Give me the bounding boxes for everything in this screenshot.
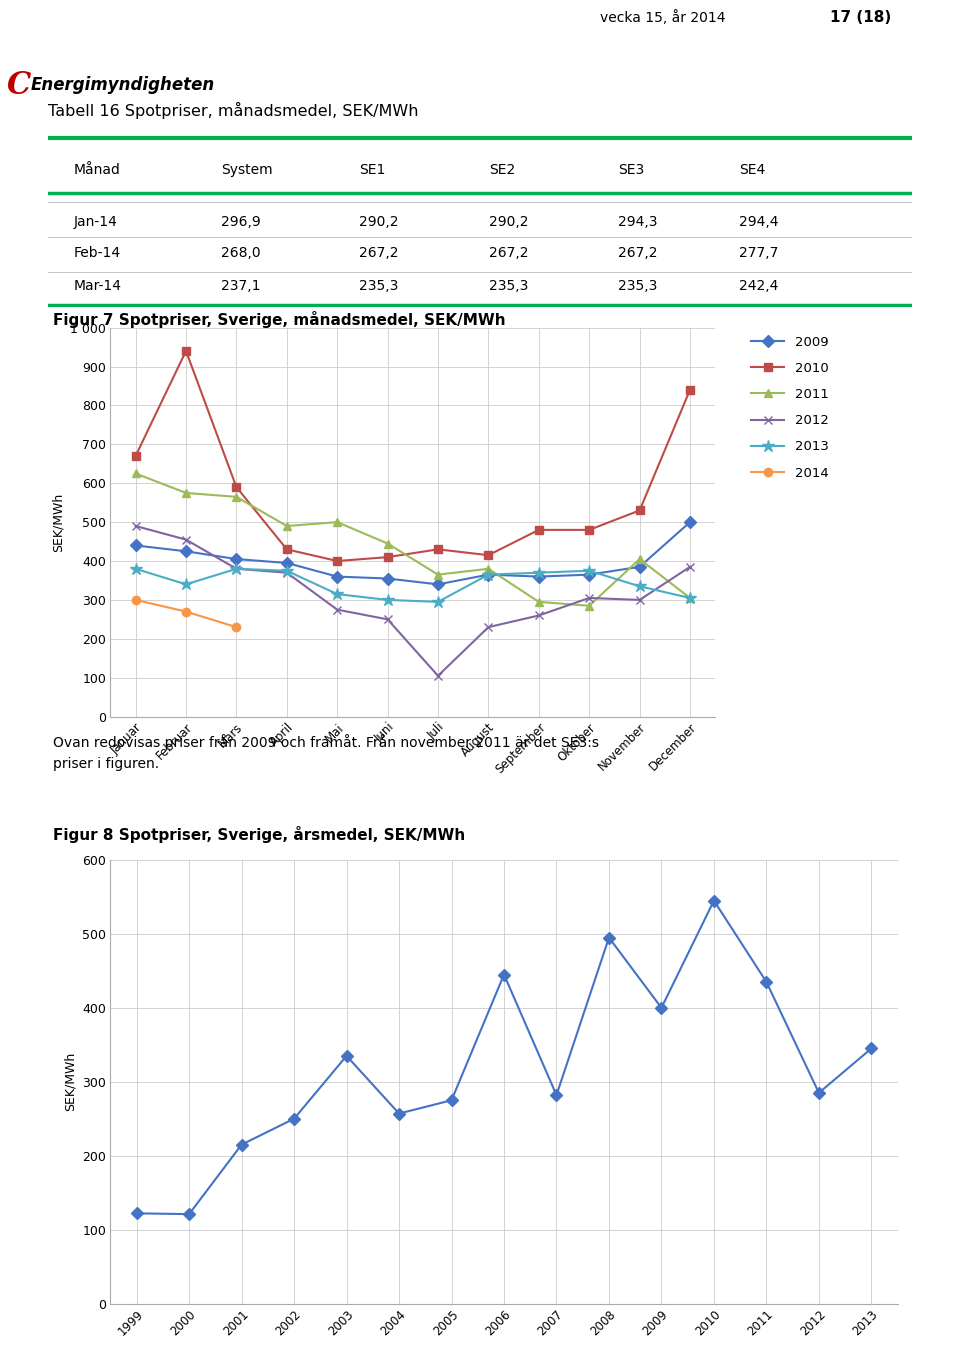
Text: 290,2: 290,2: [359, 214, 398, 229]
Text: 277,7: 277,7: [739, 246, 779, 261]
Text: Tabell 16 Spotpriser, månadsmedel, SEK/MWh: Tabell 16 Spotpriser, månadsmedel, SEK/M…: [48, 102, 419, 119]
Text: Mar-14: Mar-14: [74, 280, 122, 293]
Text: Figur 7 Spotpriser, Sverige, månadsmedel, SEK/MWh: Figur 7 Spotpriser, Sverige, månadsmedel…: [53, 311, 505, 328]
Text: Figur 8 Spotpriser, Sverige, årsmedel, SEK/MWh: Figur 8 Spotpriser, Sverige, årsmedel, S…: [53, 826, 465, 842]
Text: 235,3: 235,3: [359, 280, 398, 293]
Text: 268,0: 268,0: [221, 246, 260, 261]
Text: C: C: [7, 70, 31, 101]
Text: 294,3: 294,3: [618, 214, 658, 229]
Text: 235,3: 235,3: [489, 280, 528, 293]
Text: Ovan redovisas priser från 2009 och framåt. Från november 2011 är det SE3:s
pris: Ovan redovisas priser från 2009 och fram…: [53, 734, 599, 771]
Text: 235,3: 235,3: [618, 280, 658, 293]
Text: 294,4: 294,4: [739, 214, 779, 229]
Text: vecka 15, år 2014: vecka 15, år 2014: [600, 10, 726, 25]
Text: Jan-14: Jan-14: [74, 214, 118, 229]
Text: 290,2: 290,2: [489, 214, 528, 229]
Text: SE1: SE1: [359, 164, 385, 177]
Text: 267,2: 267,2: [489, 246, 528, 261]
Text: 242,4: 242,4: [739, 280, 779, 293]
Text: SE2: SE2: [489, 164, 515, 177]
Legend: 2009, 2010, 2011, 2012, 2013, 2014: 2009, 2010, 2011, 2012, 2013, 2014: [746, 330, 834, 485]
Text: 296,9: 296,9: [221, 214, 260, 229]
Text: SE4: SE4: [739, 164, 765, 177]
Text: 267,2: 267,2: [618, 246, 658, 261]
Y-axis label: SEK/MWh: SEK/MWh: [63, 1052, 77, 1111]
Text: 237,1: 237,1: [221, 280, 260, 293]
Text: Energimyndigheten: Energimyndigheten: [31, 76, 214, 94]
Text: Feb-14: Feb-14: [74, 246, 121, 261]
Text: 17 (18): 17 (18): [830, 10, 891, 25]
Text: SE3: SE3: [618, 164, 644, 177]
Text: Månad: Månad: [74, 164, 121, 177]
Text: System: System: [221, 164, 273, 177]
Text: 267,2: 267,2: [359, 246, 398, 261]
Y-axis label: SEK/MWh: SEK/MWh: [52, 493, 65, 551]
